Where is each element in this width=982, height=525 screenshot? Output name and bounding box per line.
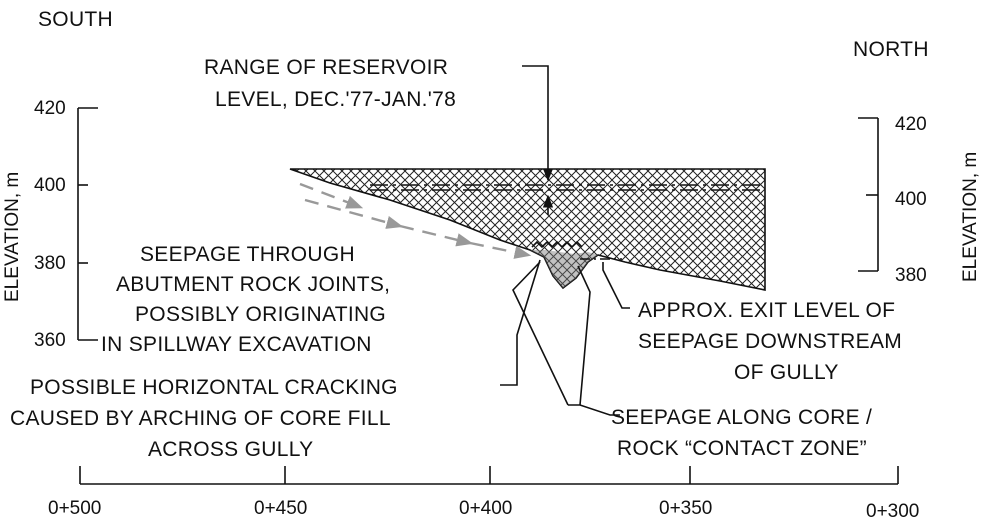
right-tick-400: 400	[895, 189, 927, 210]
left-elevation-axis: 420 400 380 360 ELEVATION, m	[2, 98, 98, 351]
annotation-reservoir: RANGE OF RESERVOIR LEVEL, DEC.'77-JAN.'7…	[204, 56, 456, 111]
left-axis-label: ELEVATION, m	[2, 172, 23, 302]
contact-zone-line2: ROCK “CONTACT ZONE”	[617, 437, 867, 460]
left-tick-400: 400	[34, 175, 66, 196]
reservoir-label-line2: LEVEL, DEC.'77-JAN.'78	[215, 88, 456, 111]
reservoir-levels	[370, 148, 765, 215]
exit-level-line1: APPROX. EXIT LEVEL OF	[638, 299, 895, 322]
right-axis-label: ELEVATION, m	[960, 152, 981, 282]
annotation-cracking: POSSIBLE HORIZONTAL CRACKING CAUSED BY A…	[10, 376, 398, 461]
exit-level-line3: OF GULLY	[734, 361, 839, 384]
seepage-joints-line3: POSSIBLY ORIGINATING	[135, 303, 386, 326]
contact-zone-line1: SEEPAGE ALONG CORE /	[611, 406, 872, 429]
left-tick-380: 380	[34, 253, 66, 274]
left-tick-360: 360	[34, 330, 66, 351]
seepage-joints-line2: ABUTMENT ROCK JOINTS,	[116, 273, 390, 296]
seepage-arrows	[299, 182, 532, 259]
leader-lines	[500, 65, 630, 416]
cracking-line1: POSSIBLE HORIZONTAL CRACKING	[30, 376, 398, 399]
station-tick-350: 0+350	[659, 498, 712, 519]
north-label: NORTH	[853, 38, 929, 61]
cracking-line3: ACROSS GULLY	[148, 438, 313, 461]
station-tick-500: 0+500	[48, 498, 101, 519]
crack-zigzag	[531, 240, 583, 249]
station-tick-450: 0+450	[254, 498, 307, 519]
seepage-joints-line1: SEEPAGE THROUGH	[140, 243, 355, 266]
exit-level-line2: SEEPAGE DOWNSTREAM	[638, 330, 902, 353]
left-tick-420: 420	[34, 98, 66, 119]
core-fill	[289, 168, 766, 291]
annotation-exit-level: APPROX. EXIT LEVEL OF SEEPAGE DOWNSTREAM…	[638, 299, 902, 384]
cracking-line2: CAUSED BY ARCHING OF CORE FILL	[10, 407, 391, 430]
south-label: SOUTH	[38, 8, 113, 31]
seepage-joints-line4: IN SPILLWAY EXCAVATION	[101, 333, 372, 356]
right-tick-420: 420	[895, 114, 927, 135]
right-tick-380: 380	[895, 265, 927, 286]
station-axis: 0+500 0+450 0+400 0+350 0+300	[48, 466, 919, 522]
annotation-contact-zone: SEEPAGE ALONG CORE / ROCK “CONTACT ZONE”	[611, 406, 872, 460]
reservoir-label-line1: RANGE OF RESERVOIR	[204, 56, 448, 79]
annotation-seepage-joints: SEEPAGE THROUGH ABUTMENT ROCK JOINTS, PO…	[101, 243, 390, 356]
station-tick-400: 0+400	[459, 498, 512, 519]
station-tick-300: 0+300	[866, 501, 919, 520]
right-elevation-axis: 420 400 380 ELEVATION, m	[858, 114, 981, 286]
